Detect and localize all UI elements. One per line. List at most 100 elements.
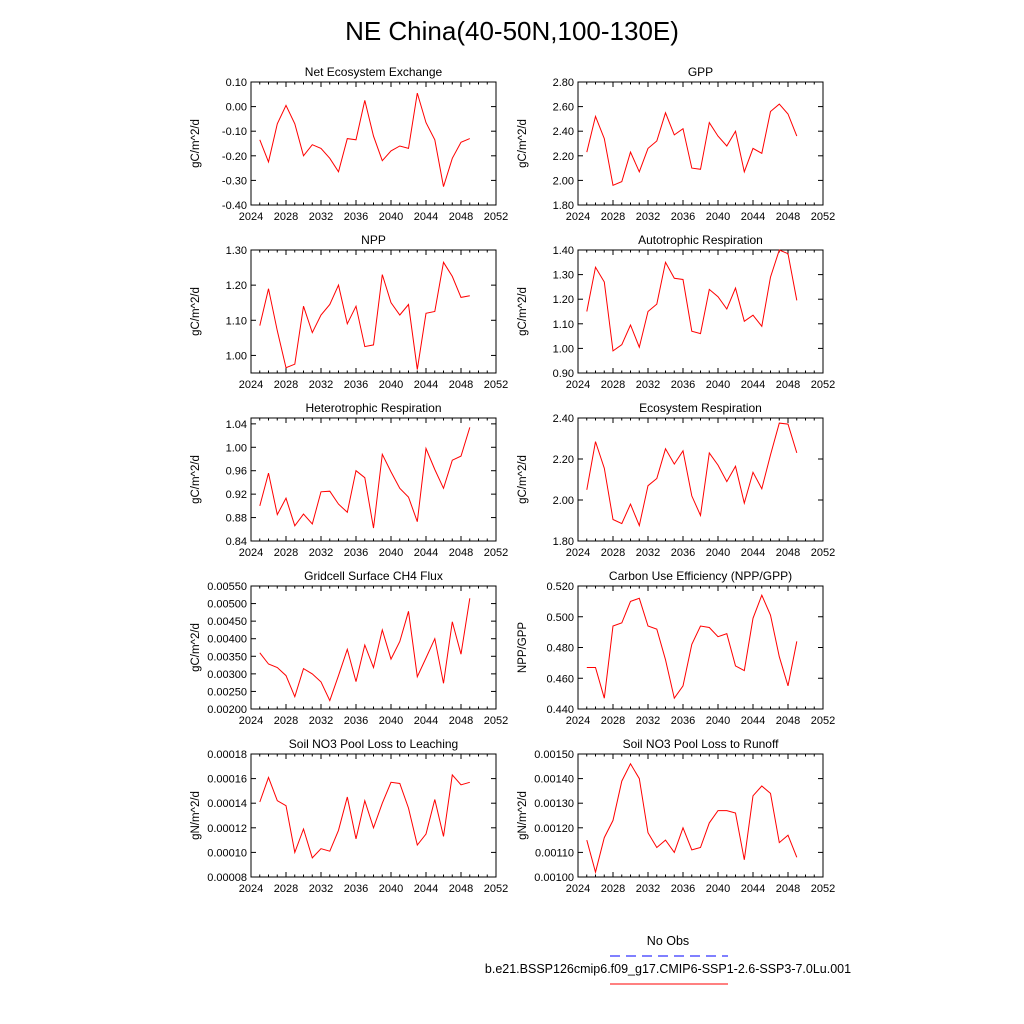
y-tick-label: 0.00200 [207,704,247,716]
y-tick-label: 2.60 [553,102,574,114]
series-line [259,260,470,370]
x-tick-label: 2048 [776,379,800,391]
x-tick-label: 2044 [414,211,438,223]
y-tick-label: 2.80 [553,77,574,89]
x-tick-label: 2028 [601,211,625,223]
y-tick-label: 1.40 [553,245,574,257]
y-axis-label: gC/m^2/d [190,455,202,504]
x-tick-label: 2044 [741,379,765,391]
x-tick-label: 2028 [274,883,298,895]
x-tick-label: 2040 [706,883,730,895]
x-tick-label: 2044 [741,211,765,223]
panel-title: Autotrophic Respiration [638,233,763,247]
x-tick-label: 2044 [414,715,438,727]
panel-title: Net Ecosystem Exchange [305,65,443,79]
series-line [259,773,470,859]
series-line [259,427,471,529]
panel-title: GPP [688,65,713,79]
x-tick-label: 2028 [601,379,625,391]
panel-title: Heterotrophic Respiration [305,401,441,415]
x-tick-label: 2052 [811,715,835,727]
x-tick-label: 2036 [344,547,368,559]
y-axis-label: gC/m^2/d [517,119,529,168]
x-tick-label: 2036 [671,211,695,223]
chart-panel: Soil NO3 Pool Loss to Leaching 2024 2028 20… [190,737,508,895]
x-tick-label: 2036 [344,715,368,727]
chart-panel: GPP 2024 2028 2032 2036 2040 2044 2048 2052 1.80 2… [517,65,835,223]
x-tick-label: 2024 [239,379,263,391]
y-tick-label: 0.520 [546,581,574,593]
x-tick-label: 2032 [309,883,333,895]
y-tick-label: 2.40 [553,413,574,425]
y-tick-label: 0.00010 [207,847,247,859]
x-tick-label: 2028 [601,547,625,559]
x-tick-label: 2040 [379,883,403,895]
y-tick-label: 0.10 [226,77,247,89]
x-tick-label: 2052 [484,547,508,559]
x-tick-label: 2048 [449,883,473,895]
y-tick-label: 0.00 [226,102,247,114]
y-tick-label: 1.00 [226,350,247,362]
chart-panel: Soil NO3 Pool Loss to Runoff 2024 2028 2032… [517,737,835,895]
x-tick-label: 2048 [776,211,800,223]
x-tick-label: 2024 [239,715,263,727]
series-line [586,593,798,700]
y-tick-label: -0.40 [222,200,247,212]
chart-panel: Carbon Use Efficiency (NPP/GPP) 2024 2028 2… [517,569,835,727]
y-tick-label: 1.00 [226,442,247,454]
y-tick-label: 2.20 [553,151,574,163]
x-tick-label: 2040 [379,379,403,391]
x-tick-label: 2032 [636,547,660,559]
y-tick-label: 1.20 [226,280,247,292]
x-tick-label: 2052 [484,211,508,223]
x-tick-label: 2040 [379,715,403,727]
x-tick-label: 2032 [636,211,660,223]
chart-panel: Ecosystem Respiration 2024 2028 2032 2036 204… [517,401,835,559]
legend-label-model: b.e21.BSSP126cmip6.f09_g17.CMIP6-SSP1-2.… [485,962,851,976]
x-tick-label: 2048 [776,715,800,727]
panels-grid: Net Ecosystem Exchange 2024 2028 2032 2036 20… [190,65,835,895]
x-tick-label: 2028 [601,883,625,895]
y-tick-label: 1.10 [226,315,247,327]
y-tick-label: 1.04 [226,419,247,431]
x-tick-label: 2036 [344,379,368,391]
y-tick-label: 0.00500 [207,599,247,611]
x-tick-label: 2044 [414,547,438,559]
x-tick-label: 2024 [239,883,263,895]
y-tick-label: -0.20 [222,151,247,163]
y-tick-label: 0.92 [226,489,247,501]
y-axis-label: gC/m^2/d [190,623,202,672]
x-tick-label: 2052 [811,883,835,895]
y-tick-label: 0.00400 [207,634,247,646]
x-tick-label: 2040 [706,379,730,391]
x-tick-label: 2048 [776,547,800,559]
x-tick-label: 2032 [636,883,660,895]
y-tick-label: 2.00 [553,495,574,507]
y-tick-label: -0.30 [222,175,247,187]
y-tick-label: 1.20 [553,294,574,306]
x-tick-label: 2032 [636,379,660,391]
x-tick-label: 2048 [776,883,800,895]
x-tick-label: 2040 [379,547,403,559]
y-axis-label: gN/m^2/d [190,791,202,840]
panel-title: NPP [361,233,386,247]
x-tick-label: 2024 [566,547,590,559]
x-tick-label: 2024 [566,715,590,727]
x-tick-label: 2036 [344,883,368,895]
y-axis-label: gC/m^2/d [190,119,202,168]
x-tick-label: 2032 [309,715,333,727]
y-tick-label: 0.00110 [535,847,574,859]
y-axis-label: gC/m^2/d [517,287,529,336]
x-tick-label: 2040 [379,211,403,223]
x-tick-label: 2052 [811,211,835,223]
panel-title: Soil NO3 Pool Loss to Runoff [623,737,780,751]
x-tick-label: 2036 [671,547,695,559]
chart-panel: Autotrophic Respiration 2024 2028 2032 2036 2… [517,233,835,391]
x-tick-label: 2044 [414,379,438,391]
series-line [259,92,470,187]
y-tick-label: 1.10 [553,319,574,331]
x-tick-label: 2024 [239,211,263,223]
series-line [586,103,798,187]
y-tick-label: 0.00014 [207,798,247,810]
y-tick-label: 1.30 [226,245,247,257]
